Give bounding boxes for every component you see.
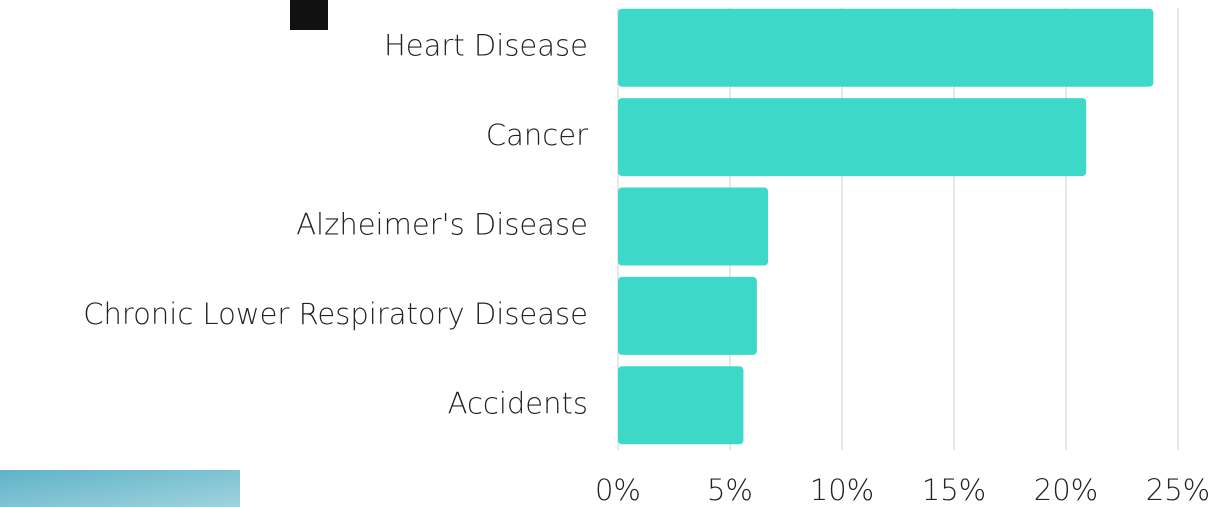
y-tick-label: Alzheimer's Disease <box>296 208 588 242</box>
x-tick-label: 0% <box>595 473 641 507</box>
y-tick-label: Accidents <box>448 386 588 420</box>
x-tick-label: 10% <box>810 473 874 507</box>
x-tick-label: 15% <box>922 473 986 507</box>
bar <box>618 366 744 445</box>
y-tick-label: Chronic Lower Respiratory Disease <box>83 297 588 331</box>
x-tick-label: 5% <box>707 473 753 507</box>
bar <box>618 187 769 266</box>
bar <box>618 98 1087 177</box>
bar <box>618 276 757 355</box>
bar <box>618 8 1154 87</box>
grid: 0% 5% 10% 15% 20% 25% <box>595 8 1210 507</box>
x-tick-label: 25% <box>1146 473 1210 507</box>
x-tick-label: 20% <box>1034 473 1098 507</box>
cropped-title-fragment <box>290 0 328 30</box>
y-tick-label: Cancer <box>486 118 588 152</box>
cropped-photo <box>0 470 240 507</box>
bars: Heart Disease Cancer Alzheimer's Disease Ch… <box>83 8 1154 445</box>
y-tick-label: Heart Disease <box>384 29 588 63</box>
